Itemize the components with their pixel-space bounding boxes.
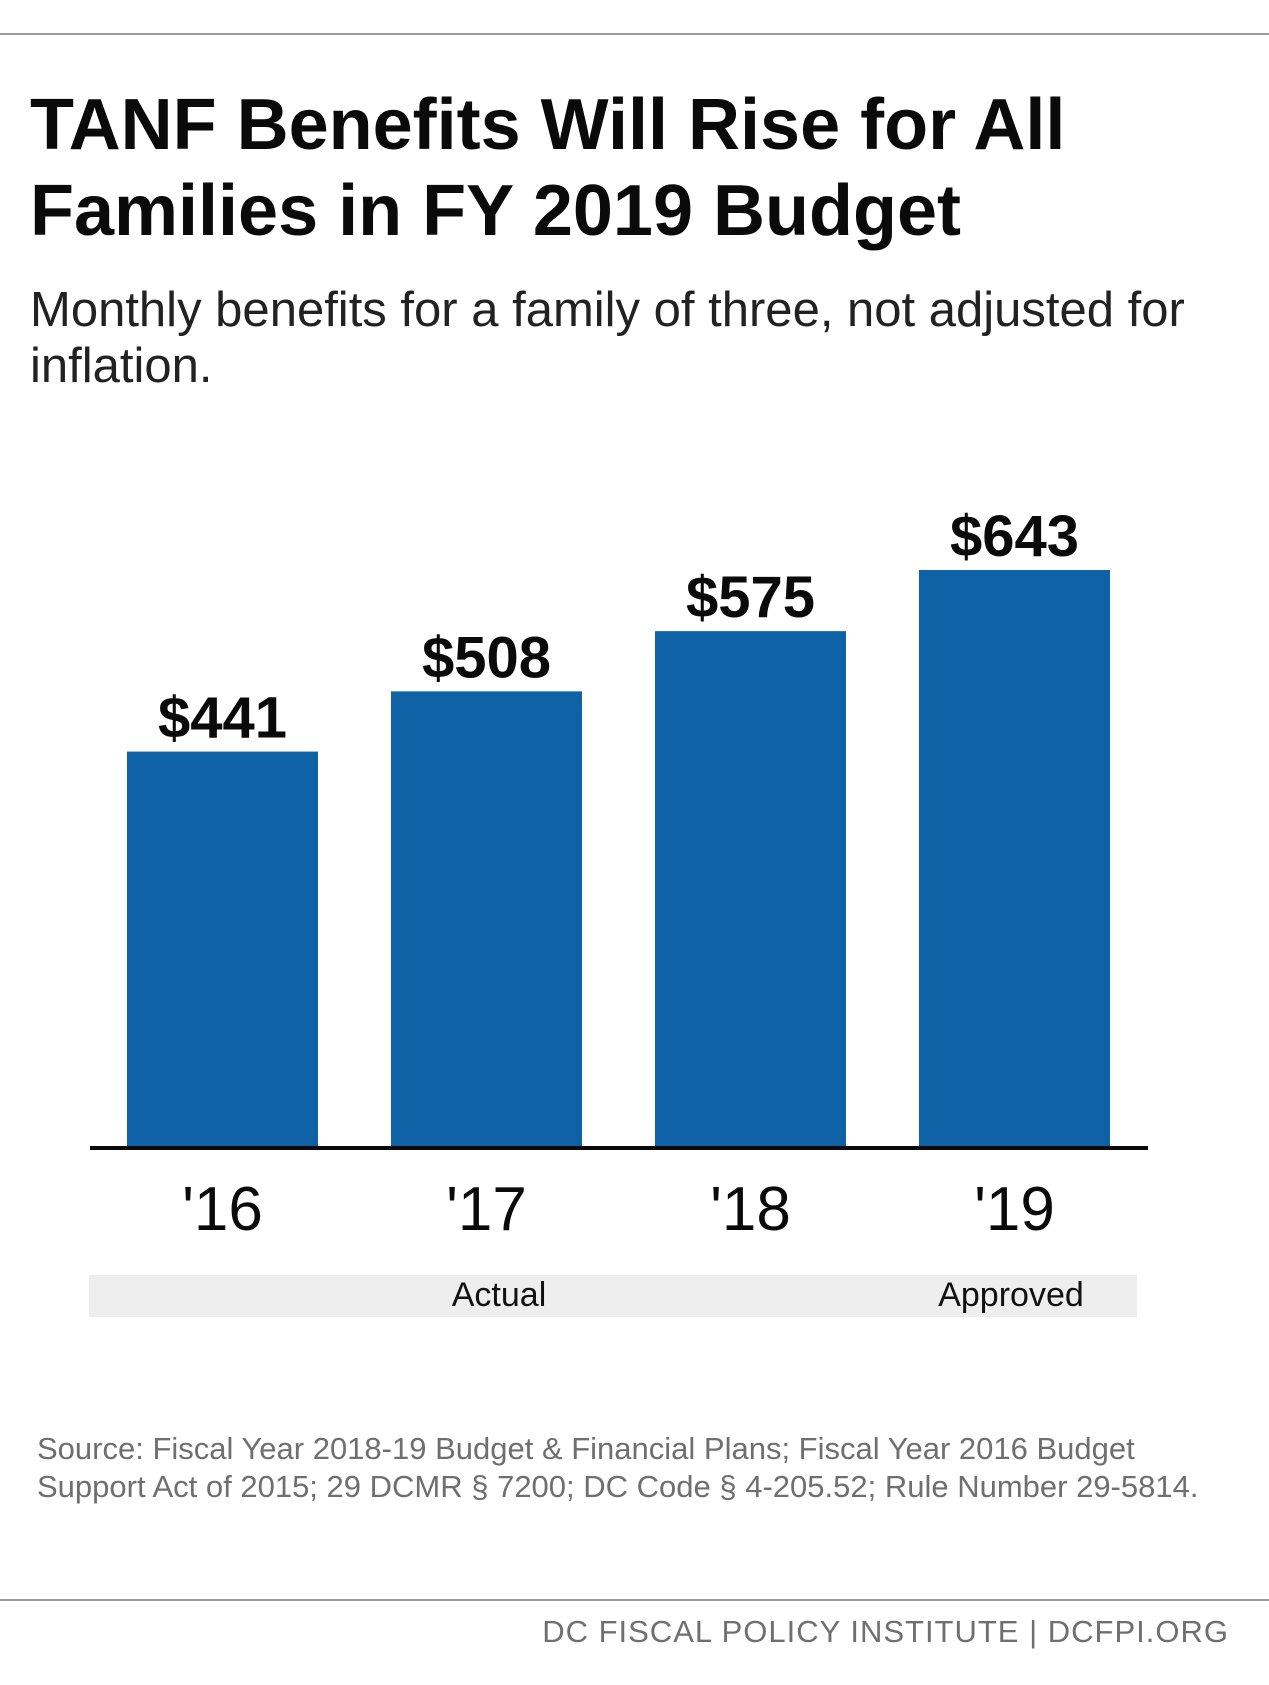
x-tick-label-2: '18 xyxy=(710,1175,791,1244)
bar-0 xyxy=(127,751,318,1148)
value-label-2: $575 xyxy=(686,565,815,630)
value-label-1: $508 xyxy=(422,625,551,690)
bar-chart: $441 '16 $508 '17 $575 '18 $643 '19 Actual Approv… xyxy=(89,504,1148,1317)
bar-2 xyxy=(655,631,846,1148)
x-tick-label-3: '19 xyxy=(974,1175,1055,1244)
bottom-divider xyxy=(0,1599,1269,1601)
group-label-0: Actual xyxy=(452,1276,547,1314)
bar-3 xyxy=(919,570,1110,1148)
footer-credit: DC FISCAL POLICY INSTITUTE | DCFPI.ORG xyxy=(542,1614,1229,1649)
top-divider xyxy=(0,33,1269,35)
group-band-1 xyxy=(885,1275,1137,1317)
bar-1 xyxy=(391,691,582,1148)
x-tick-label-1: '17 xyxy=(446,1175,527,1244)
value-label-3: $643 xyxy=(950,504,1079,569)
source-note: Source: Fiscal Year 2018-19 Budget & Fin… xyxy=(37,1431,1199,1504)
chart-title: TANF Benefits Will Rise for All Families… xyxy=(30,85,1066,251)
chart-subtitle: Monthly benefits for a family of three, … xyxy=(30,283,1185,393)
x-tick-label-0: '16 xyxy=(182,1175,263,1244)
group-label-1: Approved xyxy=(938,1276,1084,1314)
group-band-0 xyxy=(89,1275,909,1317)
value-label-0: $441 xyxy=(158,686,287,751)
